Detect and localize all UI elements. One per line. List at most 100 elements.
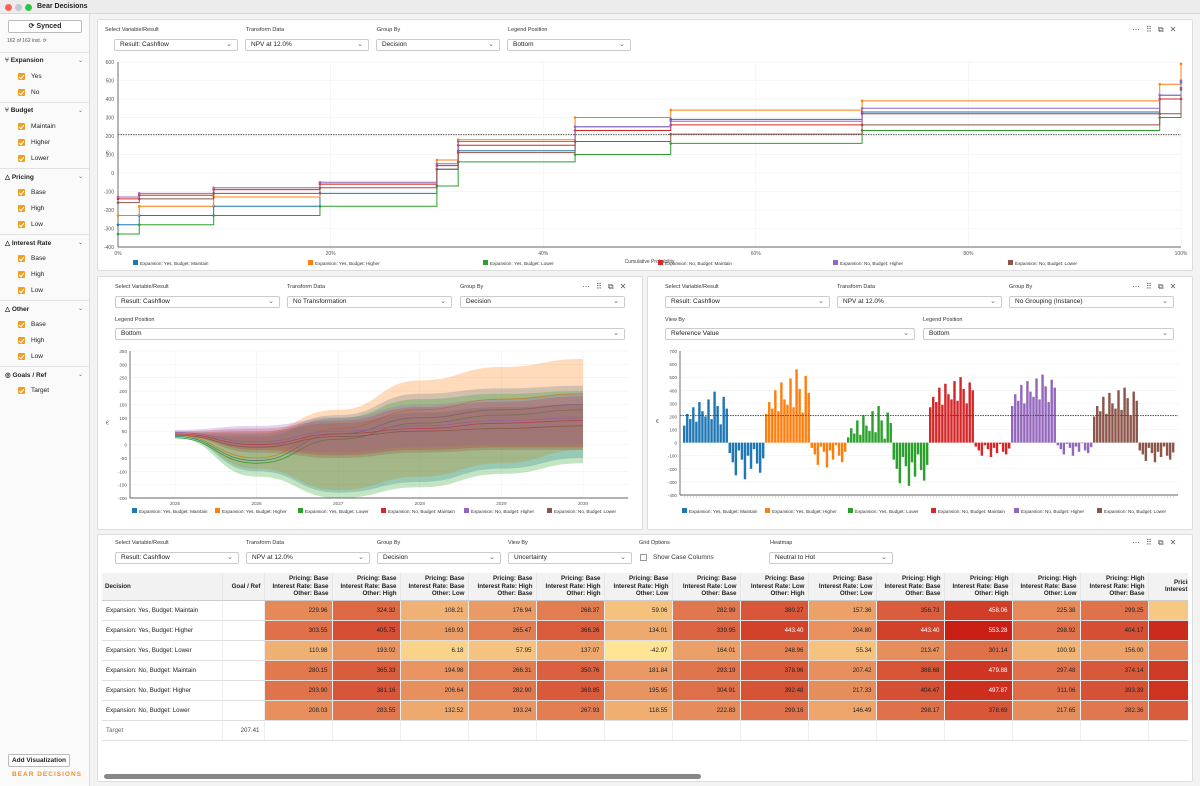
heatmap-cell[interactable]: 132.52 (400, 700, 469, 721)
heatmap-cell[interactable]: 374.14 (1080, 660, 1149, 681)
heatmap-cell[interactable]: 55.34 (808, 640, 877, 661)
heatmap-cell[interactable]: 6.18 (400, 640, 469, 661)
chevron-down-icon[interactable]: ⌄ (77, 108, 83, 114)
checkbox[interactable] (18, 123, 25, 130)
heatmap-cell[interactable]: 207.42 (808, 660, 877, 681)
heatmap-cell[interactable]: 404.47 (876, 680, 945, 701)
add-visualization-button[interactable]: Add Visualization (8, 754, 70, 767)
chevron-down-icon[interactable]: ⌄ (77, 58, 83, 64)
drag-handle-icon[interactable]: ⠿ (596, 282, 608, 291)
checkbox[interactable] (18, 321, 25, 328)
heatmap-cell[interactable]: 110.98 (264, 640, 333, 661)
column-header[interactable]: Pricing: Base Interest Rate: Low Other: Ba… (672, 573, 741, 601)
copy-icon[interactable]: ⧉ (1157, 282, 1170, 291)
variable-select[interactable]: Result: Cashflow ⌄ (115, 552, 239, 564)
heatmap-cell[interactable]: 392.48 (740, 680, 809, 701)
heatmap-cell[interactable]: 118.55 (604, 700, 673, 721)
filter-option[interactable]: Target (18, 387, 49, 394)
heatmap-cell[interactable]: 361 (1148, 700, 1188, 721)
column-header[interactable]: Pricing: Base Interest Rate: Low Other: Hi… (740, 573, 809, 601)
heatmap-cell[interactable]: 350.76 (536, 660, 605, 681)
heatmap-cell[interactable]: 108.21 (400, 600, 469, 621)
heatmap-cell[interactable]: 378.69 (944, 700, 1013, 721)
heatmap-cell[interactable]: 217.33 (808, 680, 877, 701)
heatmap-cell[interactable]: 293.19 (672, 660, 741, 681)
legend-position-select[interactable]: Bottom ⌄ (115, 328, 625, 340)
heatmap-cell[interactable]: 365.33 (332, 660, 401, 681)
more-icon[interactable]: ⋯ (1132, 282, 1146, 291)
heatmap-cell[interactable]: 195.95 (604, 680, 673, 701)
heatmap-cell[interactable]: 213.47 (876, 640, 945, 661)
heatmap-cell[interactable]: 193.24 (468, 700, 537, 721)
view-by-select[interactable]: Reference Value ⌄ (665, 328, 915, 340)
checkbox[interactable] (18, 353, 25, 360)
column-header[interactable]: Decision (102, 573, 223, 601)
heatmap-cell[interactable]: 39 (1148, 600, 1188, 621)
heatmap-cell[interactable]: 267.93 (536, 700, 605, 721)
column-header[interactable]: Pricing: Base Interest Rate: High Other: B… (468, 573, 537, 601)
heatmap-cell[interactable]: 339.95 (672, 620, 741, 641)
heatmap-cell[interactable]: 299.25 (1080, 600, 1149, 621)
close-icon[interactable]: ✕ (1169, 538, 1183, 547)
heatmap-cell[interactable]: 458.06 (944, 600, 1013, 621)
heatmap-cell[interactable]: 204.80 (808, 620, 877, 641)
filter-option[interactable]: Low (18, 353, 43, 360)
heatmap-cell[interactable]: 479.88 (944, 660, 1013, 681)
heatmap-cell[interactable]: 156.00 (1080, 640, 1149, 661)
heatmap-cell[interactable]: 404.17 (1080, 620, 1149, 641)
column-header[interactable]: Pricing: High Interest Rate: High Other: B… (1080, 573, 1149, 601)
chevron-down-icon[interactable]: ⌄ (77, 306, 83, 312)
drag-handle-icon[interactable]: ⠿ (1146, 282, 1158, 291)
heatmap-cell[interactable]: 297.48 (1012, 660, 1081, 681)
copy-icon[interactable]: ⧉ (607, 282, 620, 291)
refresh-icon[interactable]: ⟳ (42, 38, 47, 44)
column-header[interactable]: Pricing: Base Interest Rate: Low Other: Lo… (808, 573, 877, 601)
checkbox[interactable] (18, 73, 25, 80)
filter-option[interactable]: Low (18, 287, 43, 294)
checkbox[interactable] (18, 221, 25, 228)
column-header[interactable]: Pricing: Base Interest Rate: Base Other: H… (332, 573, 401, 601)
heatmap-cell[interactable]: 208.03 (264, 700, 333, 721)
filter-option[interactable]: Yes (18, 73, 42, 80)
group-by-select[interactable]: No Grouping (Instance) ⌄ (1009, 296, 1174, 308)
heatmap-cell[interactable]: 57.95 (468, 640, 537, 661)
heatmap-cell[interactable]: 512 (1148, 620, 1188, 641)
heatmap-cell[interactable]: 137.07 (536, 640, 605, 661)
heatmap-cell[interactable]: 311.06 (1012, 680, 1081, 701)
filter-option[interactable]: Higher (18, 139, 50, 146)
column-header[interactable]: Pricing: High Interest Rate: Base Other: L… (1012, 573, 1081, 601)
more-icon[interactable]: ⋯ (1132, 538, 1146, 547)
transform-select[interactable]: NPV at 12.0% ⌄ (245, 39, 369, 51)
column-header[interactable]: Pricing: Base Interest Rate: High Other: L… (604, 573, 673, 601)
heatmap-cell[interactable]: 293.90 (264, 680, 333, 701)
heatmap-cell[interactable]: 301.14 (944, 640, 1013, 661)
heatmap-cell[interactable]: 265.47 (468, 620, 537, 641)
sync-button[interactable]: ⟳ Synced (8, 20, 82, 33)
heatmap-cell[interactable]: 378.96 (740, 660, 809, 681)
heatmap-cell[interactable]: 304.91 (672, 680, 741, 701)
heatmap-cell[interactable]: 225.38 (1012, 600, 1081, 621)
heatmap-select[interactable]: Neutral to Hot ⌄ (769, 552, 893, 564)
filter-option[interactable]: Base (18, 321, 46, 328)
drag-handle-icon[interactable]: ⠿ (1146, 25, 1158, 34)
drag-handle-icon[interactable]: ⠿ (1146, 538, 1158, 547)
column-header[interactable]: Goal / Ref (222, 573, 265, 601)
checkbox[interactable] (18, 255, 25, 262)
heatmap-cell[interactable]: 176.94 (468, 600, 537, 621)
heatmap-cell[interactable]: 381.16 (332, 680, 401, 701)
copy-icon[interactable]: ⧉ (1157, 25, 1170, 34)
more-icon[interactable]: ⋯ (582, 282, 596, 291)
checkbox[interactable] (18, 287, 25, 294)
maximize-window-button[interactable] (25, 4, 32, 11)
heatmap-cell[interactable]: 303.55 (264, 620, 333, 641)
heatmap-cell[interactable]: 393.39 (1080, 680, 1149, 701)
minimize-window-button[interactable] (15, 4, 22, 11)
legend-position-select[interactable]: Bottom ⌄ (923, 328, 1174, 340)
heatmap-cell[interactable]: 206.64 (400, 680, 469, 701)
filter-option[interactable]: High (18, 205, 44, 212)
checkbox[interactable] (18, 139, 25, 146)
heatmap-cell[interactable]: 369.85 (536, 680, 605, 701)
heatmap-cell[interactable]: 282.90 (468, 680, 537, 701)
close-window-button[interactable] (5, 4, 12, 11)
checkbox[interactable] (18, 271, 25, 278)
